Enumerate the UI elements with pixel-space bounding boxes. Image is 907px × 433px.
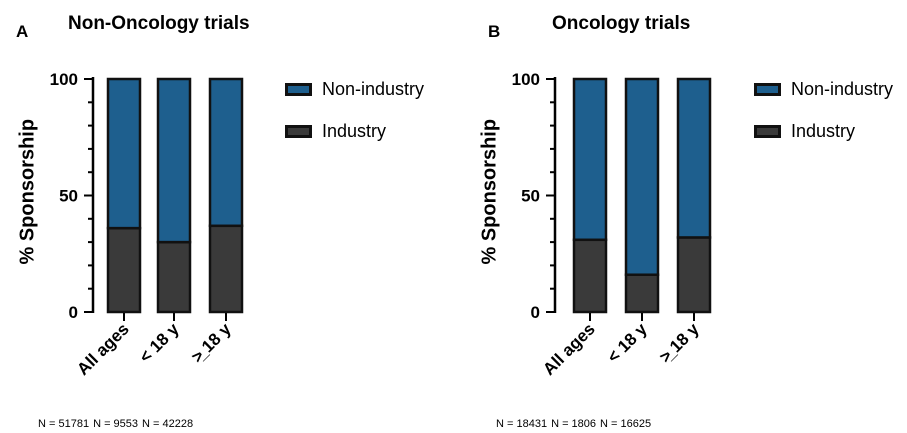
y-tick-label: 50 — [59, 187, 78, 206]
sample-size: N = 9553 — [93, 418, 139, 430]
legend-label: Industry — [791, 120, 856, 141]
x-tick-label: < 18 y — [604, 319, 652, 367]
x-tick-label: >̲ 18 y — [188, 319, 236, 367]
legend-swatch-non-industry — [754, 82, 781, 96]
legend-label: Non-industry — [791, 78, 894, 99]
sample-size: N = 1806 — [551, 418, 597, 430]
legend: Non-industry Industry — [754, 78, 893, 162]
y-tick-label: 100 — [50, 70, 78, 89]
sample-size: N = 18431 — [496, 418, 548, 430]
bar-non-industry — [156, 77, 192, 244]
bar-non-industry — [208, 77, 244, 228]
sample-size: N = 51781 — [38, 418, 90, 430]
sample-size-row: N = 18431 N = 1806 N = 16625 — [496, 418, 655, 430]
y-tick-label: 0 — [531, 303, 540, 322]
x-tick-label: >̲ 18 y — [656, 319, 704, 367]
bar-industry — [208, 224, 244, 314]
legend-swatch-industry — [754, 124, 781, 138]
legend-label: Industry — [322, 120, 387, 141]
legend-item-non-industry: Non-industry — [285, 78, 424, 100]
x-tick-label: All ages — [73, 319, 133, 379]
sample-size-row: N = 51781 N = 9553 N = 42228 — [38, 418, 197, 430]
bar-non-industry — [572, 77, 608, 242]
bar-industry — [106, 226, 142, 314]
bar-industry — [624, 273, 660, 314]
bar-non-industry — [106, 77, 142, 230]
legend-item-non-industry: Non-industry — [754, 78, 893, 100]
sample-size: N = 16625 — [600, 418, 652, 430]
chart-title: Oncology trials — [552, 13, 691, 34]
bar-non-industry — [676, 77, 712, 239]
x-tick-label: < 18 y — [136, 319, 184, 367]
bar-industry — [156, 240, 192, 314]
bar-industry — [572, 238, 608, 314]
plot-area: 0 50 100 All ages < 18 y >̲ 18 y — [50, 70, 244, 379]
x-tick-label: All ages — [539, 319, 599, 379]
sample-size: N = 42228 — [142, 418, 194, 430]
y-tick-label: 0 — [69, 303, 78, 322]
panel-letter: B — [488, 22, 501, 41]
chart-panel-b: B Oncology trials % Sponsorship 0 50 100 Al… — [462, 0, 907, 433]
y-tick-label: 100 — [512, 70, 540, 89]
legend-item-industry: Industry — [754, 120, 893, 142]
legend-label: Non-industry — [322, 78, 425, 99]
legend-swatch-industry — [285, 124, 312, 138]
bar-industry — [676, 236, 712, 314]
legend: Non-industry Industry — [285, 78, 424, 162]
plot-area: 0 50 100 All ages < 18 y >̲ 18 y — [512, 70, 712, 379]
legend-swatch-non-industry — [285, 82, 312, 96]
legend-item-industry: Industry — [285, 120, 424, 142]
chart-panel-a: A Non-Oncology trials % Sponsorship 0 50 1… — [0, 0, 450, 433]
chart-title: Non-Oncology trials — [68, 13, 250, 34]
bar-non-industry — [624, 77, 660, 276]
y-tick-label: 50 — [521, 187, 540, 206]
panel-letter: A — [16, 22, 29, 41]
